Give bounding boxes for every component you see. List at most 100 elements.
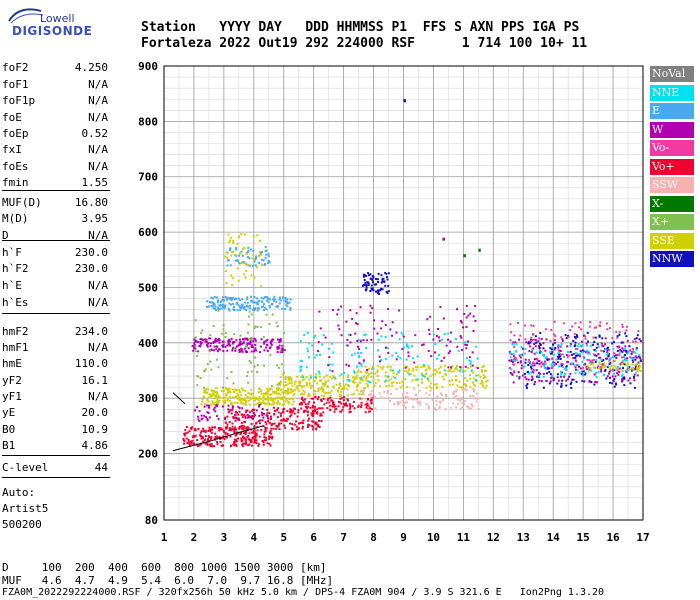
echo-point [362,339,365,342]
echo-point [351,393,354,396]
echo-point [209,337,212,340]
echo-point [254,258,257,261]
echo-point [231,251,234,254]
echo-point [357,351,360,354]
echo-point [409,372,412,375]
echo-point [514,357,517,360]
echo-point [241,407,244,410]
echo-point [331,400,334,403]
echo-point [524,338,527,341]
echo-point [417,401,420,404]
echo-point [276,351,279,354]
echo-point [263,401,266,404]
echo-point [240,421,243,424]
echo-point [435,357,438,360]
param-value: 230.0 [74,262,108,275]
echo-point [574,341,577,344]
echo-point [266,414,269,417]
echo-point [288,397,291,400]
echo-point [243,261,246,264]
echo-point [269,354,272,357]
echo-point [457,402,460,405]
echo-point [598,335,601,338]
echo-point [244,431,247,434]
echo-point [611,337,614,340]
echo-point [255,349,258,352]
echo-point [560,362,563,365]
echo-point [603,373,606,376]
echo-point [242,341,245,344]
echo-point [230,303,233,306]
echo-point [213,340,216,343]
param-name: h`E [2,279,22,292]
echo-point [283,424,286,427]
echo-point [328,401,331,404]
echo-point [264,397,267,400]
echo-point [458,399,461,402]
echo-point [203,414,206,417]
echo-point [250,274,253,277]
echo-point [512,358,515,361]
echo-point [338,328,341,331]
echo-point [428,367,431,370]
echo-point [639,358,642,361]
echo-point [578,326,581,329]
echo-point [304,405,307,408]
echo-point [414,378,417,381]
echo-point [215,387,218,390]
echo-point [236,267,239,270]
echo-point [464,341,467,344]
echo-point [286,410,289,413]
echo-point [406,372,409,375]
echo-point [512,353,515,356]
echo-point [531,348,534,351]
echo-point [302,422,305,425]
echo-point [538,342,541,345]
echo-point [377,280,380,283]
param-separator [2,190,110,191]
echo-point [438,371,441,374]
echo-point [284,300,287,303]
echo-point [237,236,240,239]
echo-point [245,308,248,311]
echo-point [637,367,640,370]
echo-point [307,356,310,359]
echo-point [257,443,260,446]
echo-point [270,340,273,343]
echo-point [633,386,636,389]
echo-point [252,430,255,433]
echo-point [384,336,387,339]
echo-point [205,388,208,391]
echo-point [395,388,398,391]
param-value: N/A [88,279,108,292]
echo-point [625,370,628,373]
echo-point [633,375,636,378]
echo-point [368,274,371,277]
echo-point [262,305,265,308]
echo-point [342,377,345,380]
echo-point [372,367,375,370]
echo-point [197,350,200,353]
echo-point [234,439,237,442]
echo-point [229,249,232,252]
echo-point [315,373,318,376]
echo-point [224,295,227,298]
echo-point [188,444,191,447]
echo-point [196,384,199,387]
echo-point [440,394,443,397]
echo-point [256,303,259,306]
echo-point [601,344,604,347]
echo-point [249,392,252,395]
echo-point [292,400,295,403]
echo-point [264,256,267,259]
echo-point [398,369,401,372]
echo-point [509,356,512,359]
auto-code: 500200 [2,518,42,531]
echo-point [245,409,248,412]
echo-point [553,353,556,356]
echo-point [416,378,419,381]
echo-point [359,381,362,384]
echo-point [512,341,515,344]
echo-point [205,404,208,407]
echo-point [322,411,325,414]
